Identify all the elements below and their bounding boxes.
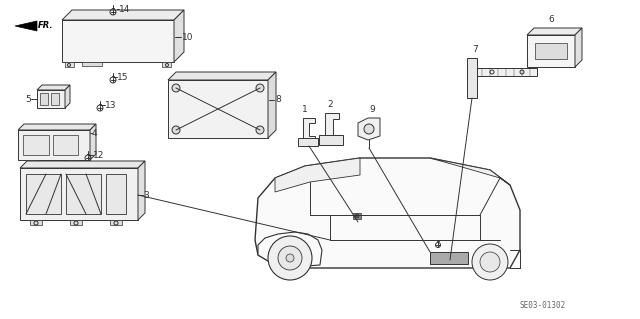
Text: 13: 13: [105, 100, 116, 109]
Text: FR.: FR.: [38, 21, 54, 31]
Bar: [66, 174, 101, 214]
Circle shape: [172, 126, 180, 134]
Circle shape: [268, 236, 312, 280]
Circle shape: [256, 126, 264, 134]
Polygon shape: [18, 130, 90, 160]
Polygon shape: [90, 124, 96, 160]
Polygon shape: [162, 62, 171, 67]
Text: 15: 15: [117, 72, 129, 81]
Polygon shape: [62, 10, 184, 20]
Text: 3: 3: [143, 190, 148, 199]
Text: 14: 14: [119, 4, 131, 13]
Text: SE03-01302: SE03-01302: [520, 300, 566, 309]
Polygon shape: [527, 35, 575, 67]
Text: 1: 1: [302, 105, 308, 114]
Polygon shape: [268, 72, 276, 138]
Text: 12: 12: [93, 151, 104, 160]
Bar: [535, 43, 567, 59]
Polygon shape: [62, 20, 174, 62]
Bar: [51, 93, 59, 105]
Polygon shape: [70, 220, 82, 225]
Bar: [353, 213, 361, 219]
Text: 5: 5: [25, 94, 31, 103]
Polygon shape: [430, 158, 510, 185]
Polygon shape: [26, 160, 38, 165]
Bar: [26, 174, 61, 214]
Text: 10: 10: [182, 33, 193, 41]
Polygon shape: [65, 85, 70, 108]
Polygon shape: [325, 113, 339, 141]
Polygon shape: [303, 118, 315, 142]
Polygon shape: [275, 158, 360, 192]
Polygon shape: [298, 138, 318, 146]
Polygon shape: [258, 232, 322, 268]
Circle shape: [256, 84, 264, 92]
Circle shape: [172, 84, 180, 92]
Text: 6: 6: [548, 15, 554, 24]
Bar: [106, 174, 126, 214]
Polygon shape: [527, 28, 582, 35]
Bar: [40, 93, 48, 105]
Polygon shape: [20, 168, 138, 220]
Polygon shape: [20, 161, 145, 168]
Circle shape: [364, 124, 374, 134]
Circle shape: [355, 214, 359, 218]
Text: 9: 9: [369, 105, 375, 114]
Polygon shape: [138, 161, 145, 220]
Circle shape: [286, 254, 294, 262]
Polygon shape: [110, 220, 122, 225]
Text: 8: 8: [275, 95, 281, 105]
Polygon shape: [65, 62, 74, 67]
Polygon shape: [358, 118, 380, 140]
Polygon shape: [168, 80, 268, 138]
Polygon shape: [30, 220, 42, 225]
Text: 2: 2: [327, 100, 333, 109]
Polygon shape: [255, 158, 520, 268]
Polygon shape: [82, 62, 102, 66]
Polygon shape: [68, 160, 80, 165]
Bar: [23, 135, 49, 155]
Bar: [430, 252, 468, 264]
Text: 7: 7: [472, 45, 478, 54]
Polygon shape: [15, 21, 37, 31]
Text: 4: 4: [92, 129, 98, 137]
Polygon shape: [575, 28, 582, 67]
Circle shape: [472, 244, 508, 280]
Polygon shape: [467, 58, 477, 98]
Polygon shape: [37, 85, 70, 90]
Polygon shape: [37, 90, 65, 108]
Polygon shape: [319, 135, 343, 145]
Polygon shape: [174, 10, 184, 62]
Circle shape: [278, 246, 302, 270]
Bar: [53, 135, 78, 155]
Circle shape: [480, 252, 500, 272]
Polygon shape: [467, 68, 537, 76]
Polygon shape: [168, 72, 276, 80]
Polygon shape: [18, 124, 96, 130]
